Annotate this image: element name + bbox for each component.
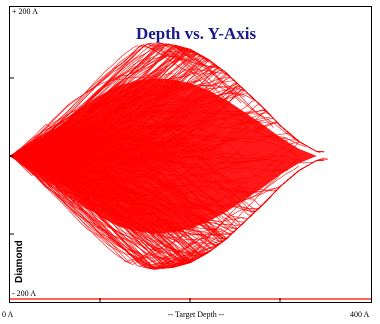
trajectory-line: [9, 93, 270, 157]
trajectory-line: [10, 145, 271, 213]
trajectory-line: [9, 155, 213, 264]
trajectory-line: [9, 47, 184, 157]
trajectory-line: [9, 89, 231, 157]
x-tick-label-end: 400 A: [350, 310, 370, 319]
x-axis-label: -- Target Depth --: [168, 310, 225, 319]
trajectory-line: [9, 155, 260, 253]
y-tick-label-bottom: - 200 A: [12, 289, 36, 298]
trajectory-line: [9, 110, 303, 167]
trajectory-line: [9, 82, 170, 157]
trajectory-line: [9, 70, 166, 157]
trajectory-line: [9, 135, 300, 162]
trajectory-line: [9, 152, 245, 263]
trajectory-line: [9, 155, 198, 270]
trajectory-line: [9, 155, 177, 253]
trajectory-line: [9, 155, 231, 248]
trajectory-line: [9, 73, 173, 157]
trajectory-line: [9, 153, 202, 270]
trajectory-line: [9, 45, 231, 157]
trajectory-line: [9, 93, 159, 157]
trajectory-line: [9, 155, 224, 267]
trajectory-line: [9, 82, 177, 165]
trajectory-line: [9, 76, 253, 158]
trajectory-line: [9, 155, 180, 214]
trajectory-line: [9, 155, 195, 266]
trajectory-line: [9, 155, 296, 270]
trajectory-line: [9, 138, 234, 177]
trajectory-line: [9, 127, 213, 157]
trajectory-line: [9, 109, 303, 157]
trajectory-line: [9, 51, 177, 157]
tick-marks: [10, 77, 281, 302]
y-axis-label: Diamond: [14, 240, 25, 283]
trajectory-line: [9, 155, 299, 266]
trajectory-lines: [9, 42, 328, 270]
trajectory-line: [9, 155, 162, 194]
y-tick-label-top: + 200 A: [12, 7, 38, 16]
trajectory-line: [9, 151, 188, 235]
trajectory-line: [9, 134, 195, 160]
x-tick-label-start: 0 A: [2, 310, 14, 319]
trajectory-line: [9, 89, 278, 174]
chart-title: Depth vs. Y-Axis: [136, 24, 257, 43]
trajectory-line: [9, 147, 296, 192]
